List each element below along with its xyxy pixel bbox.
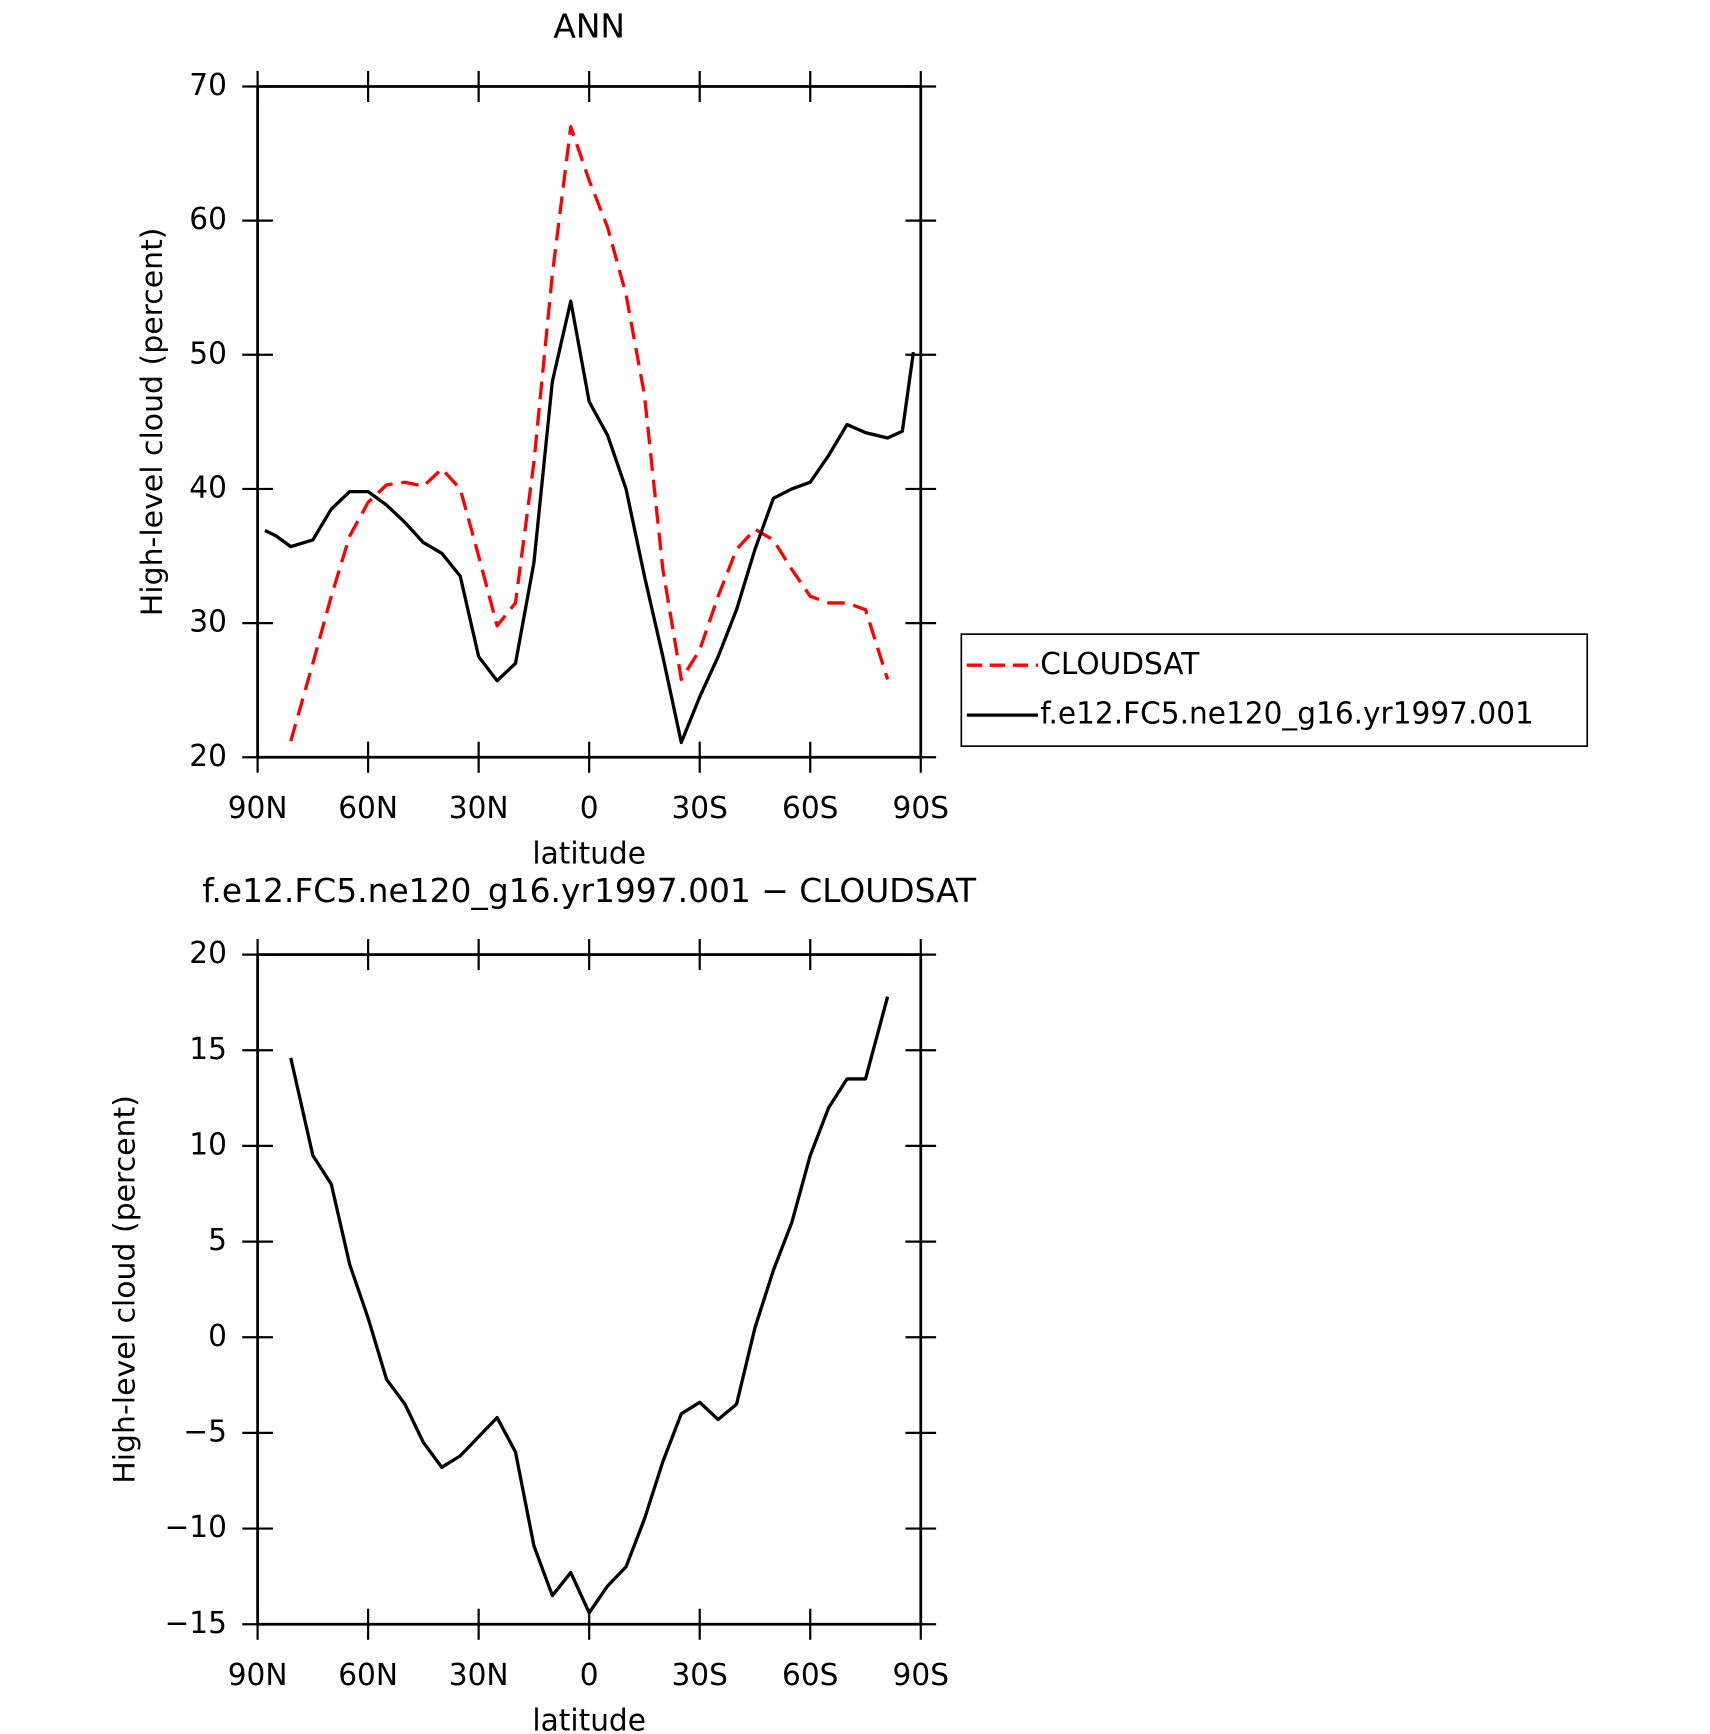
y-tick-label: 60 (189, 202, 227, 237)
y-tick-label: 20 (189, 936, 227, 971)
y-axis-label: High-level cloud (percent) (135, 228, 170, 617)
y-tick-label: 0 (208, 1319, 227, 1354)
x-tick-label: 60N (338, 791, 398, 826)
x-axis-label: latitude (532, 836, 645, 871)
chart-title: f.e12.FC5.ne120_g16.yr1997.001 − CLOUDSA… (202, 871, 977, 910)
y-tick-label: 50 (189, 336, 227, 371)
x-axis-label: latitude (532, 1703, 645, 1734)
data-line (289, 996, 890, 1615)
x-tick-label: 30S (671, 791, 727, 826)
legend-label: f.e12.FC5.ne120_g16.yr1997.001 (1040, 697, 1534, 732)
y-tick-label: −15 (164, 1606, 226, 1641)
x-tick-label: 90N (228, 791, 288, 826)
x-tick-label: 30N (449, 1658, 509, 1693)
x-tick-label: 30S (671, 1658, 727, 1693)
x-tick-label: 60S (782, 791, 838, 826)
y-tick-label: 30 (189, 604, 227, 639)
data-line (289, 125, 890, 742)
x-tick-label: 60N (338, 1658, 398, 1693)
y-tick-label: −5 (183, 1414, 227, 1449)
x-tick-label: 30N (449, 791, 509, 826)
y-tick-label: 10 (189, 1127, 227, 1162)
y-tick-label: 15 (189, 1032, 227, 1067)
x-tick-label: 90N (228, 1658, 288, 1693)
x-tick-label: 90S (893, 791, 949, 826)
x-tick-label: 0 (580, 791, 599, 826)
x-tick-label: 60S (782, 1658, 838, 1693)
x-tick-label: 90S (893, 1658, 949, 1693)
y-axis-label: High-level cloud (percent) (108, 1095, 143, 1484)
legend-label: CLOUDSAT (1040, 647, 1200, 682)
x-tick-label: 0 (580, 1658, 599, 1693)
y-tick-label: 5 (208, 1223, 227, 1258)
y-tick-label: 70 (189, 68, 227, 103)
y-tick-label: −10 (164, 1510, 226, 1545)
chart-title: ANN (553, 6, 625, 45)
data-line (264, 299, 916, 745)
plot-frame (256, 85, 923, 759)
legend-box (960, 633, 1589, 747)
y-tick-label: 20 (189, 739, 227, 774)
y-tick-label: 40 (189, 470, 227, 505)
